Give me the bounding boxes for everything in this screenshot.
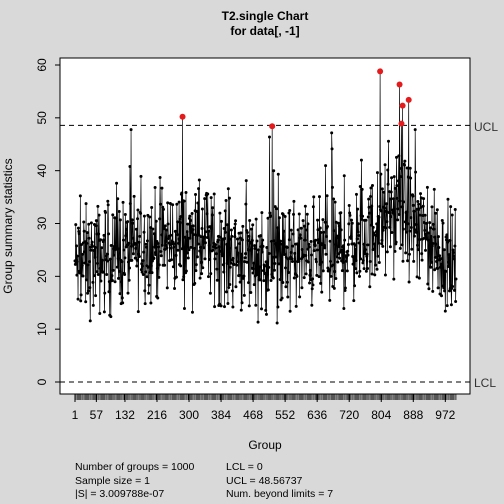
x-tick-label: 888 xyxy=(403,408,423,422)
violation-point xyxy=(398,120,405,127)
y-tick-label: 60 xyxy=(35,58,49,72)
ucl-label: UCL xyxy=(474,120,498,134)
violation-point xyxy=(405,96,412,103)
x-minor-ticks xyxy=(74,394,457,400)
series-point-markers xyxy=(73,128,458,325)
x-tick-label: 468 xyxy=(243,408,263,422)
y-axis: 0 10 20 30 40 50 60 xyxy=(35,58,60,385)
x-axis: 1 57 132 216 300 384 468 552 636 720 804 888 972 xyxy=(72,394,457,422)
y-axis-label: Group summary statistics xyxy=(1,158,15,293)
ucl-text: UCL = 48.56737 xyxy=(226,474,303,487)
violation-point xyxy=(396,81,403,88)
y-tick-label: 20 xyxy=(35,269,49,283)
y-tick-label: 10 xyxy=(35,322,49,336)
x-tick-label: 57 xyxy=(90,408,104,422)
beyond-limits-text: Num. beyond limits = 7 xyxy=(226,488,334,500)
x-tick-label: 972 xyxy=(435,408,455,422)
number-of-groups-text: Number of groups = 1000 xyxy=(75,461,195,473)
lcl-text: LCL = 0 xyxy=(226,461,263,473)
violation-point xyxy=(399,102,406,109)
x-tick-label: 1 xyxy=(72,408,79,422)
violation-points xyxy=(179,68,412,130)
x-tick-label: 552 xyxy=(275,408,295,422)
y-tick-label: 30 xyxy=(35,217,49,231)
x-tick-label: 804 xyxy=(371,408,391,422)
stats-left: Number of groups = 1000 Sample size = 1 … xyxy=(75,461,194,502)
sample-size-text: Sample size = 1 xyxy=(75,474,150,487)
x-tick-label: 636 xyxy=(307,408,327,422)
x-tick-label: 720 xyxy=(339,408,359,422)
x-tick-label: 216 xyxy=(147,408,167,422)
stats-right: LCL = 0 UCL = 48.56737 Num. beyond limit… xyxy=(226,461,333,502)
chart-title: T2.single Chart xyxy=(222,9,309,23)
y-tick-label: 0 xyxy=(35,378,49,385)
lcl-label: LCL xyxy=(474,376,496,390)
series-points xyxy=(73,128,458,325)
chart-subtitle: for data[, -1] xyxy=(230,24,299,38)
plot-panel xyxy=(59,57,471,395)
y-tick-label: 50 xyxy=(35,111,49,125)
x-tick-label: 300 xyxy=(179,408,199,422)
x-tick-label: 132 xyxy=(115,408,135,422)
violation-point xyxy=(179,113,186,120)
det-s-text: |S| = 3.009788e-07 xyxy=(75,488,165,500)
x-tick-label: 384 xyxy=(211,408,231,422)
y-tick-label: 40 xyxy=(35,164,49,178)
violation-point xyxy=(377,68,384,75)
x-axis-label: Group xyxy=(248,438,282,452)
violation-point xyxy=(269,123,276,130)
